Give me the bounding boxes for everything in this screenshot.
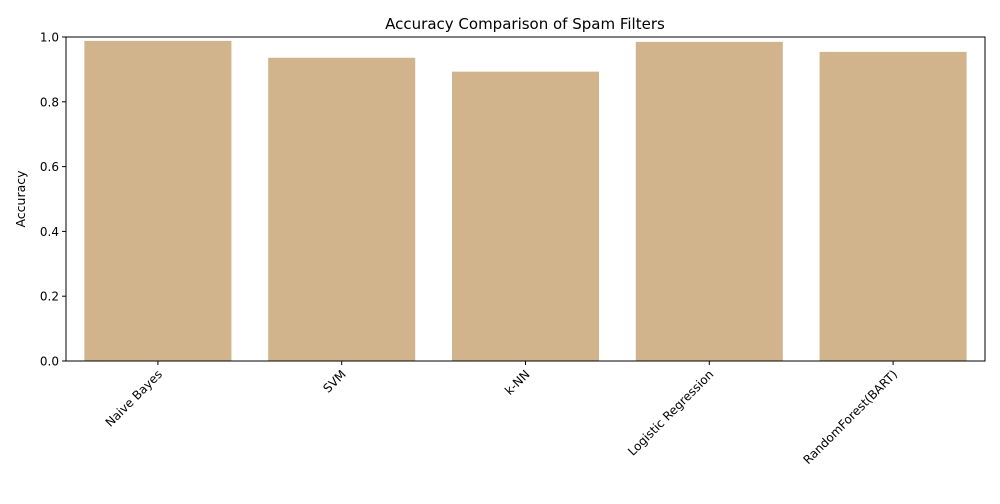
x-tick-label: Logistic Regression: [625, 367, 716, 458]
y-axis: 0.0 0.2 0.4 0.6 0.8 1.0: [40, 31, 66, 369]
x-tick-label: k-NN: [502, 367, 533, 398]
x-axis: Naive Bayes SVM k-NN Logistic Regression Ran…: [103, 361, 900, 467]
bar-naive-bayes: [84, 40, 232, 361]
y-tick-label: 0.4: [40, 225, 59, 239]
y-tick-label: 1.0: [40, 31, 59, 45]
bar-randomforest-bart: [819, 51, 967, 362]
chart-title: Accuracy Comparison of Spam Filters: [385, 15, 665, 33]
bar-logistic-regression: [635, 41, 783, 362]
y-tick-label: 0.0: [40, 355, 59, 369]
x-tick-label: SVM: [320, 367, 348, 395]
y-tick-label: 0.2: [40, 290, 59, 304]
bar-k-nn: [451, 71, 600, 362]
bars-layer: [84, 40, 967, 362]
x-tick-label: RandomForest(BART): [800, 367, 900, 467]
y-tick-label: 0.8: [40, 95, 59, 109]
bar-svm: [268, 57, 416, 362]
y-axis-label: Accuracy: [13, 170, 28, 228]
y-tick-label: 0.6: [40, 160, 59, 174]
x-tick-label: Naive Bayes: [103, 367, 165, 429]
